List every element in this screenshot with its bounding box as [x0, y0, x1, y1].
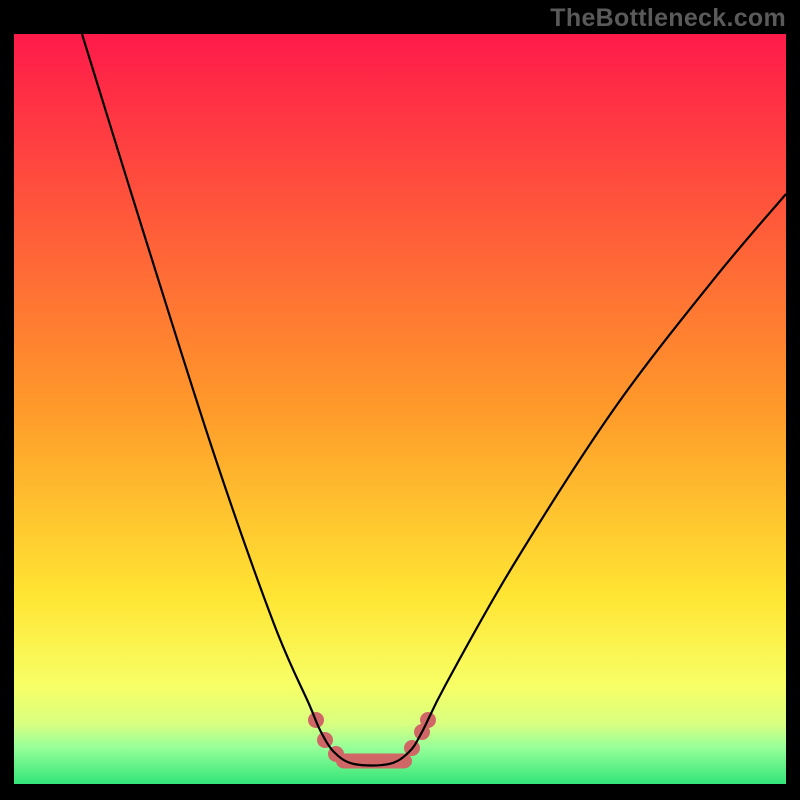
- plot-area: [14, 34, 786, 784]
- bottleneck-curve: [14, 34, 786, 784]
- v-curve-path: [82, 34, 786, 766]
- chart-container: TheBottleneck.com: [0, 0, 800, 800]
- watermark-text: TheBottleneck.com: [550, 4, 786, 33]
